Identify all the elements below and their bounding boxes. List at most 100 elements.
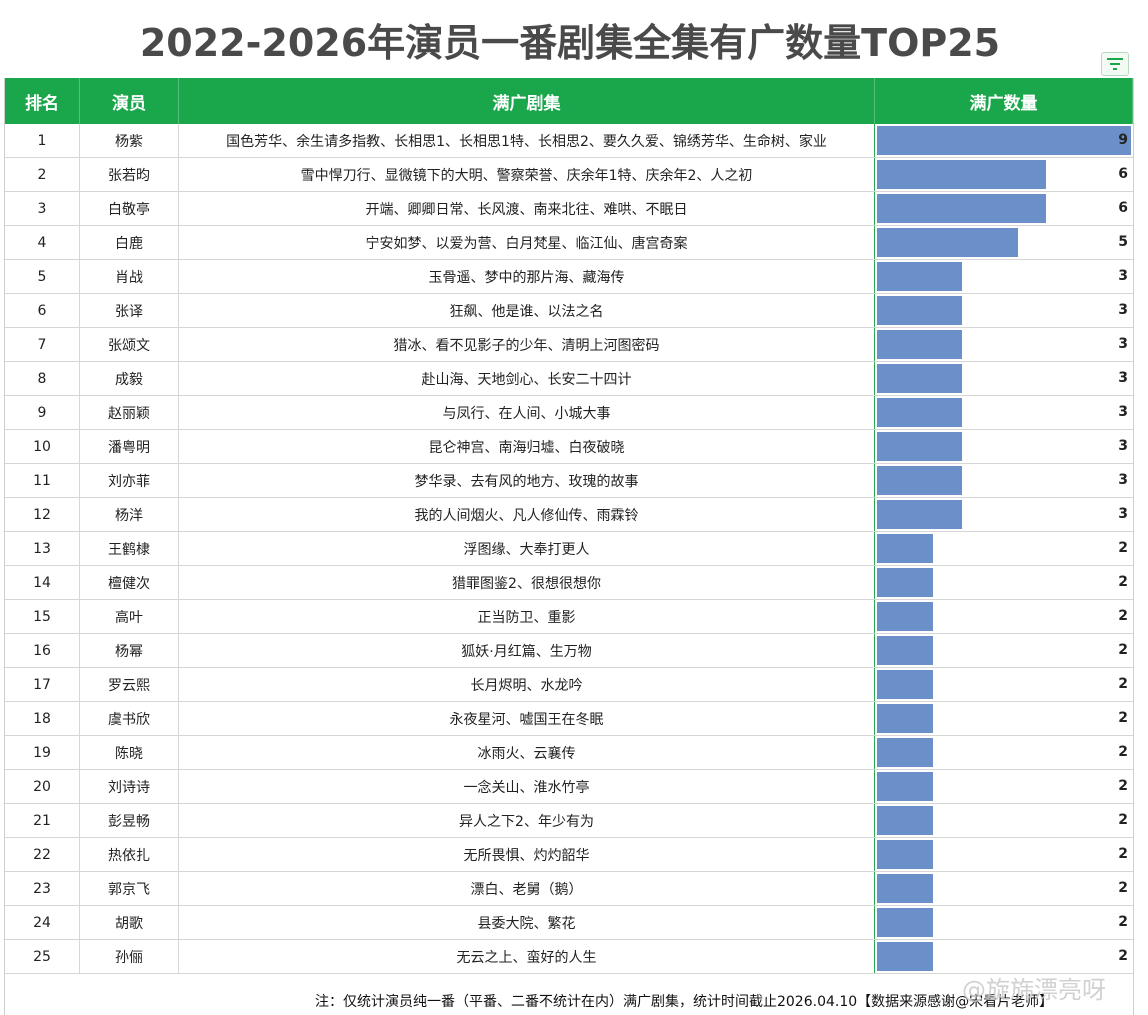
table-row: 18 虞书欣 永夜星河、嘘国王在冬眠 2 <box>5 702 1133 736</box>
filter-button[interactable] <box>1101 52 1129 76</box>
table-row: 2 张若昀 雪中悍刀行、显微镜下的大明、警察荣誉、庆余年1特、庆余年2、人之初 6 <box>5 158 1133 192</box>
actor-cell: 杨洋 <box>80 498 179 531</box>
table-row: 8 成毅 赴山海、天地剑心、长安二十四计 3 <box>5 362 1133 396</box>
header-actor[interactable]: 演员 <box>80 78 179 124</box>
actor-cell: 彭昱畅 <box>80 804 179 837</box>
actor-cell: 王鹤棣 <box>80 532 179 565</box>
count-value: 6 <box>1118 200 1128 216</box>
count-bar <box>877 942 933 971</box>
actor-cell: 檀健次 <box>80 566 179 599</box>
header-count[interactable]: 满广数量 <box>875 78 1133 124</box>
rank-cell: 2 <box>5 158 80 191</box>
count-value: 2 <box>1118 744 1128 760</box>
table-row: 6 张译 狂飙、他是谁、以法之名 3 <box>5 294 1133 328</box>
count-value: 3 <box>1118 404 1128 420</box>
count-value: 3 <box>1118 302 1128 318</box>
table-row: 11 刘亦菲 梦华录、去有风的地方、玫瑰的故事 3 <box>5 464 1133 498</box>
actor-cell: 陈晓 <box>80 736 179 769</box>
shows-cell: 猎罪图鉴2、很想很想你 <box>179 566 875 599</box>
actor-cell: 虞书欣 <box>80 702 179 735</box>
table-body: 1 杨紫 国色芳华、余生请多指教、长相思1、长相思1特、长相思2、要久久爱、锦绣芳华… <box>5 124 1133 974</box>
shows-cell: 宁安如梦、以爱为营、白月梵星、临江仙、唐宫奇案 <box>179 226 875 259</box>
table-row: 23 郭京飞 漂白、老舅（鹅） 2 <box>5 872 1133 906</box>
count-cell: 2 <box>875 668 1133 701</box>
shows-cell: 浮图缘、大奉打更人 <box>179 532 875 565</box>
rank-cell: 18 <box>5 702 80 735</box>
actor-cell: 张若昀 <box>80 158 179 191</box>
actor-cell: 肖战 <box>80 260 179 293</box>
count-bar <box>877 670 933 699</box>
count-bar <box>877 228 1018 257</box>
shows-cell: 正当防卫、重影 <box>179 600 875 633</box>
rank-cell: 19 <box>5 736 80 769</box>
rank-cell: 6 <box>5 294 80 327</box>
shows-cell: 赴山海、天地剑心、长安二十四计 <box>179 362 875 395</box>
table-row: 9 赵丽颖 与凤行、在人间、小城大事 3 <box>5 396 1133 430</box>
count-bar <box>877 908 933 937</box>
count-cell: 2 <box>875 872 1133 905</box>
count-cell: 2 <box>875 532 1133 565</box>
count-bar <box>877 636 933 665</box>
count-bar <box>877 330 962 359</box>
rank-cell: 14 <box>5 566 80 599</box>
rank-cell: 20 <box>5 770 80 803</box>
count-cell: 3 <box>875 430 1133 463</box>
header-shows[interactable]: 满广剧集 <box>179 78 875 124</box>
table-row: 10 潘粤明 昆仑神宫、南海归墟、白夜破晓 3 <box>5 430 1133 464</box>
count-value: 2 <box>1118 642 1128 658</box>
actor-cell: 热依扎 <box>80 838 179 871</box>
count-bar <box>877 126 1131 155</box>
table-row: 22 热依扎 无所畏惧、灼灼韶华 2 <box>5 838 1133 872</box>
table-row: 4 白鹿 宁安如梦、以爱为营、白月梵星、临江仙、唐宫奇案 5 <box>5 226 1133 260</box>
count-cell: 2 <box>875 702 1133 735</box>
rank-cell: 8 <box>5 362 80 395</box>
table-row: 14 檀健次 猎罪图鉴2、很想很想你 2 <box>5 566 1133 600</box>
shows-cell: 我的人间烟火、凡人修仙传、雨霖铃 <box>179 498 875 531</box>
rank-cell: 5 <box>5 260 80 293</box>
actor-cell: 郭京飞 <box>80 872 179 905</box>
count-bar <box>877 806 933 835</box>
footnote: 注：仅统计演员纯一番（平番、二番不统计在内）满广剧集，统计时间截止2026.04… <box>4 974 1134 1015</box>
count-value: 3 <box>1118 472 1128 488</box>
table-row: 15 高叶 正当防卫、重影 2 <box>5 600 1133 634</box>
actor-cell: 杨紫 <box>80 124 179 157</box>
table-header: 排名 演员 满广剧集 满广数量 <box>5 78 1133 124</box>
count-cell: 3 <box>875 260 1133 293</box>
count-bar <box>877 704 933 733</box>
actor-cell: 赵丽颖 <box>80 396 179 429</box>
count-cell: 2 <box>875 804 1133 837</box>
count-bar <box>877 194 1046 223</box>
count-bar <box>877 874 933 903</box>
actor-cell: 罗云熙 <box>80 668 179 701</box>
count-cell: 2 <box>875 838 1133 871</box>
count-cell: 3 <box>875 464 1133 497</box>
shows-cell: 国色芳华、余生请多指教、长相思1、长相思1特、长相思2、要久久爱、锦绣芳华、生命… <box>179 124 875 157</box>
count-value: 3 <box>1118 438 1128 454</box>
count-bar <box>877 534 933 563</box>
actor-cell: 胡歌 <box>80 906 179 939</box>
rank-cell: 10 <box>5 430 80 463</box>
count-value: 2 <box>1118 880 1128 896</box>
count-cell: 5 <box>875 226 1133 259</box>
rank-cell: 23 <box>5 872 80 905</box>
actor-cell: 孙俪 <box>80 940 179 973</box>
count-cell: 3 <box>875 362 1133 395</box>
rank-cell: 7 <box>5 328 80 361</box>
count-bar <box>877 738 933 767</box>
ranking-table: 排名 演员 满广剧集 满广数量 1 杨紫 国色芳华、余生请多指教、长相思1、长相思1… <box>4 78 1134 974</box>
shows-cell: 长月烬明、水龙吟 <box>179 668 875 701</box>
header-rank[interactable]: 排名 <box>5 78 80 124</box>
rank-cell: 24 <box>5 906 80 939</box>
count-cell: 3 <box>875 328 1133 361</box>
count-cell: 3 <box>875 396 1133 429</box>
shows-cell: 狂飙、他是谁、以法之名 <box>179 294 875 327</box>
count-value: 3 <box>1118 336 1128 352</box>
count-bar <box>877 602 933 631</box>
shows-cell: 县委大院、繁花 <box>179 906 875 939</box>
actor-cell: 张颂文 <box>80 328 179 361</box>
table-row: 5 肖战 玉骨遥、梦中的那片海、藏海传 3 <box>5 260 1133 294</box>
table-row: 12 杨洋 我的人间烟火、凡人修仙传、雨霖铃 3 <box>5 498 1133 532</box>
actor-cell: 杨幂 <box>80 634 179 667</box>
shows-cell: 梦华录、去有风的地方、玫瑰的故事 <box>179 464 875 497</box>
count-value: 2 <box>1118 846 1128 862</box>
